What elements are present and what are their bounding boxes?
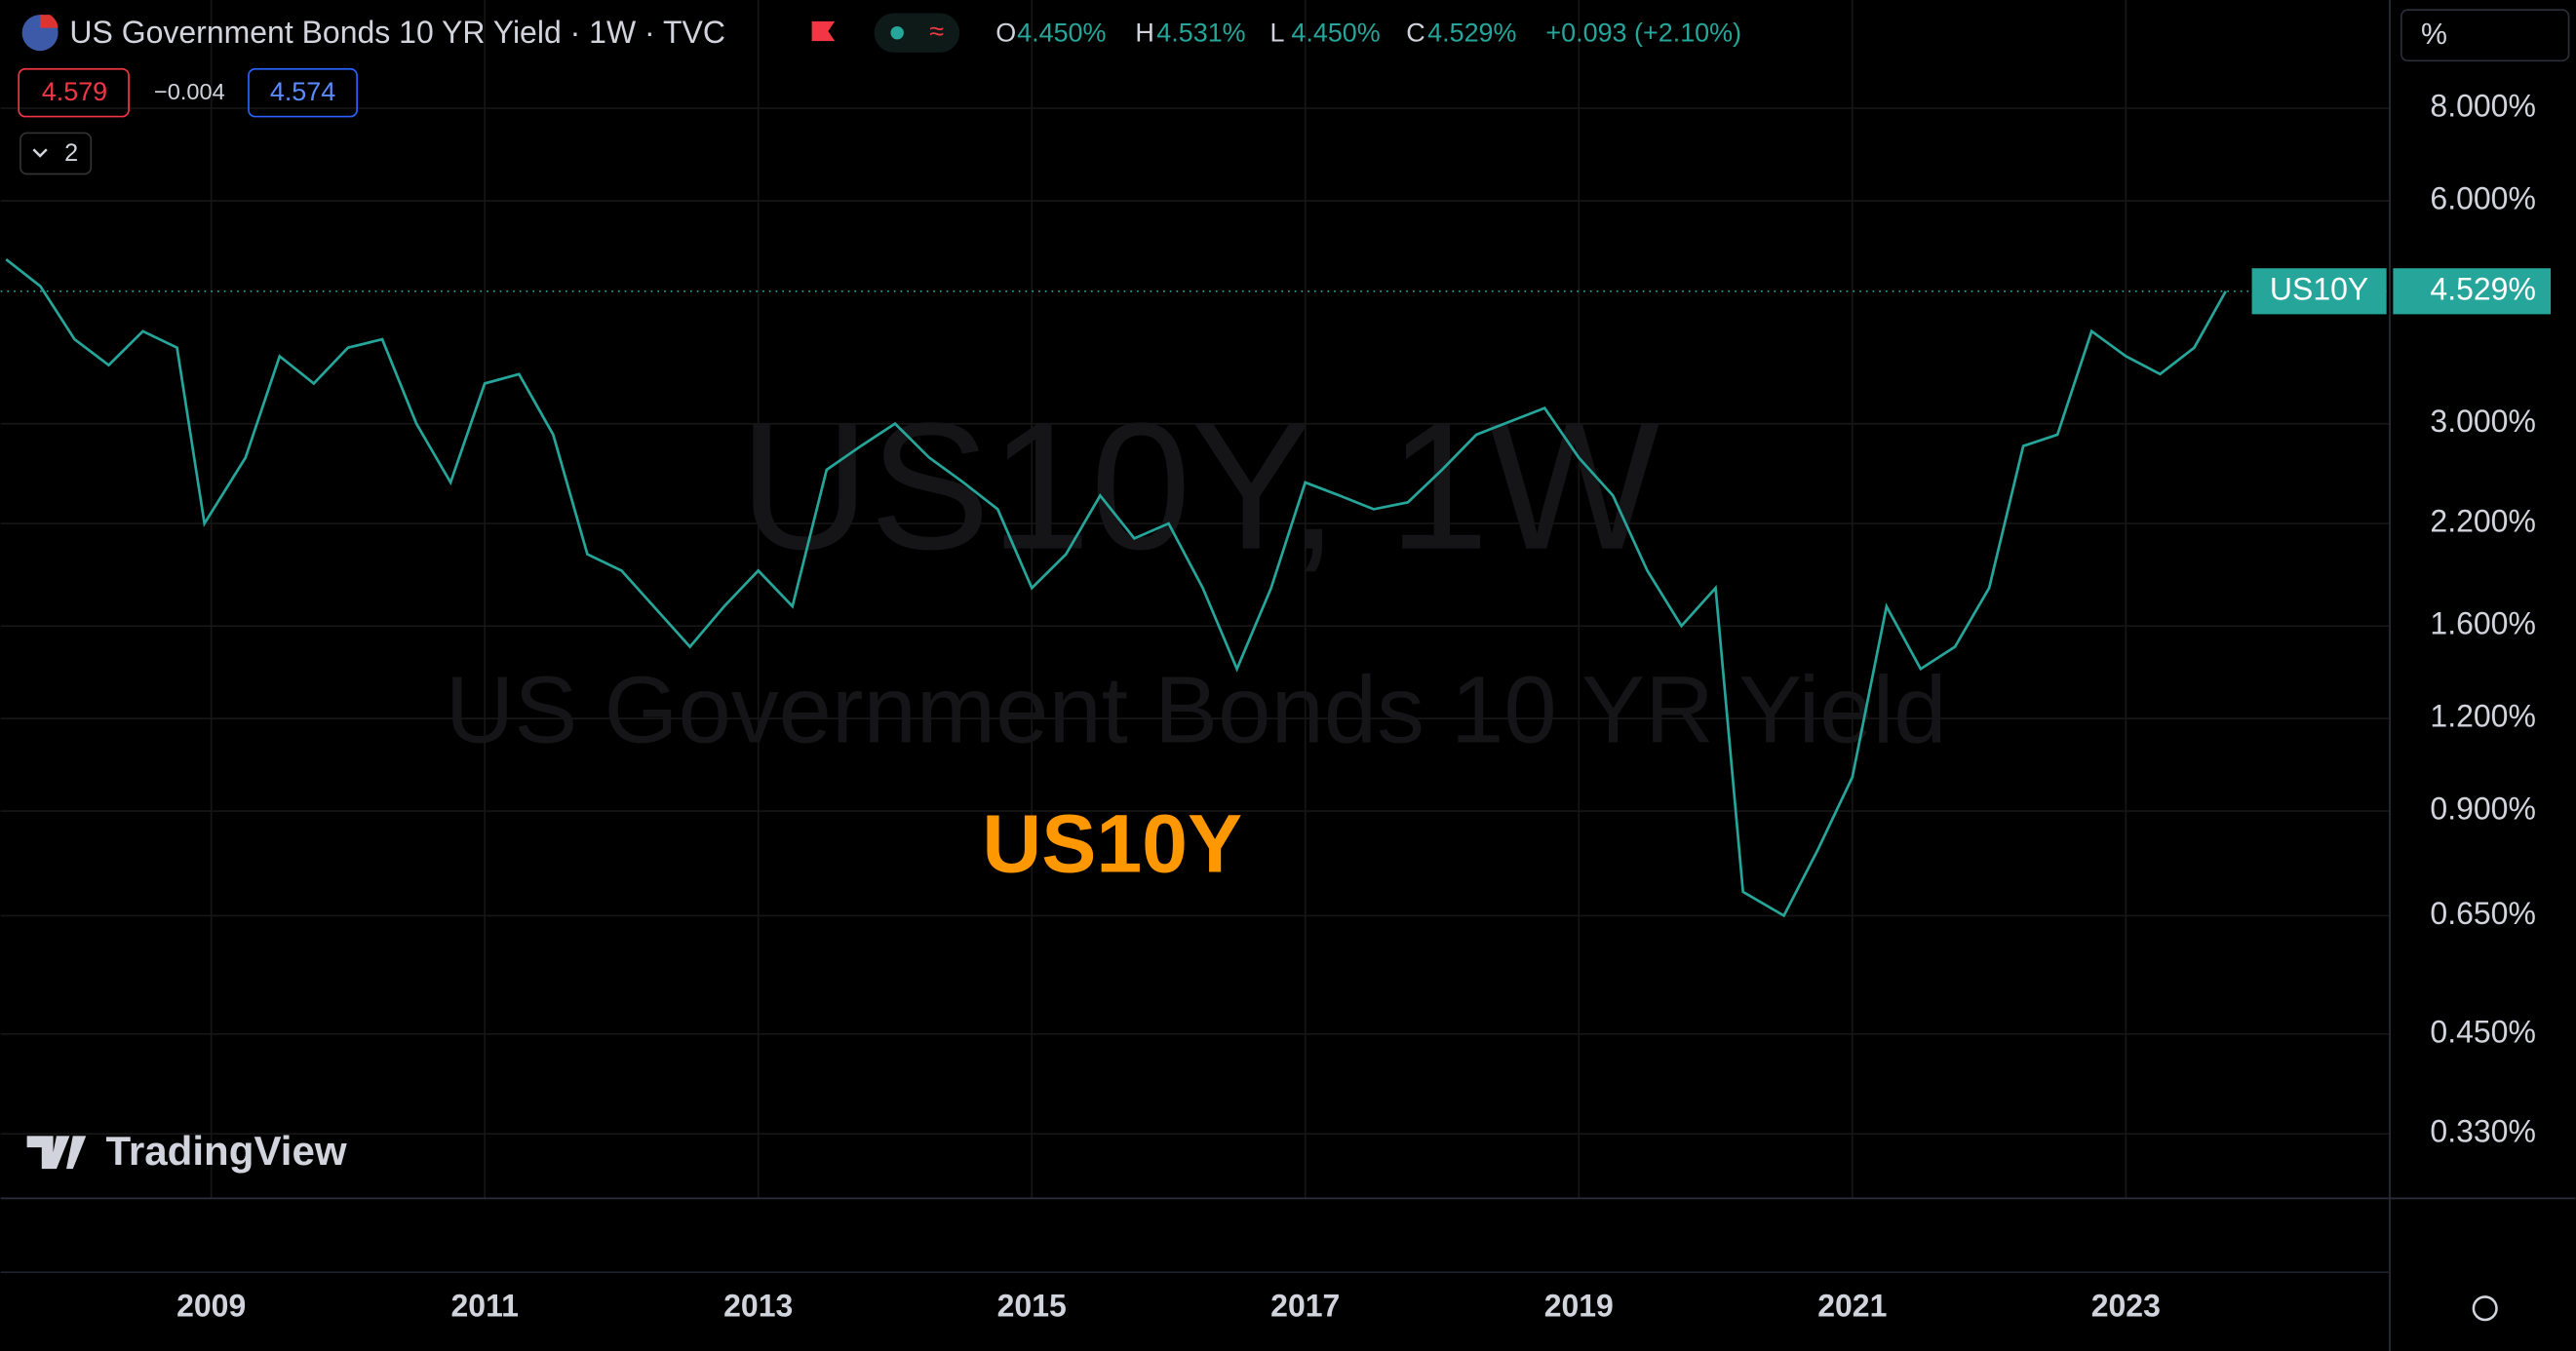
y-tick-label: 0.900%	[2430, 791, 2535, 827]
axis-unit: %	[2421, 19, 2447, 51]
ohlc-label: L	[1269, 18, 1284, 47]
bid: 4.579	[42, 77, 107, 106]
status-icon: ≈	[929, 17, 944, 46]
status-dot	[890, 25, 904, 40]
ohlc-value: 4.450%	[1017, 18, 1106, 47]
watermark-symbol: US10Y, 1W	[739, 386, 1659, 588]
indicators-count: 2	[64, 139, 78, 167]
indicators-toggle[interactable]	[20, 132, 93, 175]
x-tick-label: 2023	[2091, 1289, 2161, 1324]
last-price-tag	[2251, 268, 2387, 315]
y-tick-label: 0.650%	[2430, 896, 2535, 931]
x-tick-label: 2009	[176, 1289, 246, 1324]
price-line	[5, 258, 2227, 918]
y-tick-label: 6.000%	[2430, 180, 2535, 215]
brand-logo	[26, 1136, 87, 1170]
ohlc-value: 4.529%	[1427, 18, 1516, 47]
spread: −0.004	[154, 79, 225, 104]
change: +0.093 (+2.10%)	[1545, 18, 1741, 47]
ask-button[interactable]	[248, 67, 358, 118]
grid	[0, 0, 2391, 1199]
y-tick-label: 2.200%	[2430, 504, 2535, 539]
ohlc-label: C	[1406, 18, 1425, 47]
axes: 8.000% 6.000% 3.000% 2.200% 1.600% 1.200% 0.90…	[176, 88, 2552, 1324]
symbol-title: US Government Bonds 10 YR Yield · 1W · T…	[69, 15, 725, 50]
ohlc-label: O	[995, 18, 1016, 47]
annotation: US10Y	[982, 798, 1242, 890]
bid-button[interactable]	[18, 67, 130, 118]
y-tick-label: 1.600%	[2430, 606, 2535, 641]
last-price-value: 4.529%	[2430, 271, 2535, 306]
unit-button[interactable]	[2400, 9, 2570, 62]
settings-icon[interactable]	[2472, 1295, 2498, 1322]
flag-marker	[811, 20, 836, 42]
x-tick-label: 2021	[1817, 1289, 1887, 1324]
ohlc-label: H	[1135, 18, 1153, 47]
ohlc-value: 4.450%	[1291, 18, 1380, 47]
y-tick-label: 1.200%	[2430, 699, 2535, 734]
x-tick-label: 2019	[1544, 1289, 1614, 1324]
x-tick-label: 2015	[997, 1289, 1067, 1324]
ohlc-value: 4.531%	[1156, 18, 1245, 47]
y-tick-label: 8.000%	[2430, 88, 2535, 123]
y-tick-label: 0.330%	[2430, 1114, 2535, 1149]
status-pill[interactable]	[874, 13, 960, 53]
y-tick-label: 3.000%	[2430, 404, 2535, 439]
x-tick-label: 2011	[451, 1289, 519, 1324]
y-tick-label: 0.450%	[2430, 1014, 2535, 1049]
x-tick-label: 2013	[723, 1289, 793, 1324]
brand-name: TradingView	[105, 1128, 346, 1174]
watermark-description: US Government Bonds 10 YR Yield	[446, 657, 1947, 763]
ask: 4.574	[270, 77, 335, 106]
x-tick-label: 2017	[1270, 1289, 1340, 1324]
chevron-icon	[32, 148, 48, 158]
last-price-tag	[2393, 268, 2552, 315]
plot	[0, 258, 2391, 918]
flag-stripes	[40, 15, 59, 28]
last-price-name: US10Y	[2270, 271, 2368, 306]
